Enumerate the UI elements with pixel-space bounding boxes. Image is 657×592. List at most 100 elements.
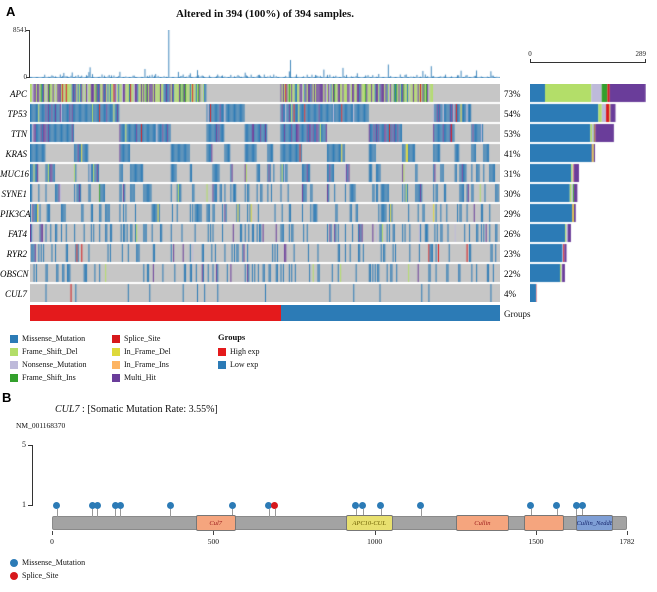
gene-label: MUC16 bbox=[0, 169, 29, 179]
count-axis-max-label: 289 bbox=[635, 50, 647, 58]
x-axis-tick bbox=[213, 531, 215, 535]
lollipop-stem bbox=[530, 509, 532, 517]
gene-labels: APC TP53 TTN KRAS MUC16 SYNE1 PIK3CA FAT4 RYR2 OB… bbox=[0, 84, 31, 304]
gene-percent-label: 41% bbox=[504, 149, 521, 159]
lollipop-missense-dot bbox=[572, 502, 580, 509]
gene-label: TP53 bbox=[7, 109, 27, 119]
protein-domain-apc10-cul: APC10-CUL bbox=[345, 515, 393, 531]
legend-swatch-icon bbox=[10, 558, 18, 567]
gene-label: FAT4 bbox=[7, 229, 27, 239]
x-axis-tick bbox=[627, 531, 628, 535]
lollipop-stem bbox=[380, 509, 382, 517]
protein-domain-cullin-nedd8: Cullin_Nedd8 bbox=[576, 515, 614, 531]
groups-track-label: Groups bbox=[504, 309, 531, 319]
groups-legend-column: Groups High exp Low exp bbox=[218, 332, 260, 371]
lollipop-stem bbox=[355, 509, 357, 517]
legend-swatch-icon bbox=[218, 360, 226, 369]
x-axis-tick bbox=[374, 531, 376, 535]
lollipop-y-axis-tick bbox=[28, 505, 32, 506]
legend-swatch-icon bbox=[10, 373, 18, 382]
lollipop-stem bbox=[92, 509, 93, 517]
legend-label: Frame_Shift_Del bbox=[22, 347, 78, 356]
gene-percent-labels: 73% 54% 53% 41% 31% 30% 29% 26% 23% 22% 4% bbox=[504, 84, 530, 304]
count-axis-line bbox=[530, 62, 646, 63]
lollipop-missense-dot bbox=[377, 502, 385, 509]
legend-swatch-icon bbox=[112, 373, 120, 382]
gene-percent-label: 31% bbox=[504, 169, 521, 179]
mutation-legend-column-2: Splice_Site In_Frame_Del In_Frame_Ins Multi… bbox=[112, 332, 171, 384]
legend-item: Nonsense_Mutation bbox=[10, 358, 86, 371]
lollipop-stem bbox=[97, 509, 99, 517]
tmb-barplot bbox=[30, 30, 500, 78]
legend-label: Missense_Mutation bbox=[22, 558, 86, 567]
lollipop-stem bbox=[362, 509, 364, 517]
lollipop-stem bbox=[115, 509, 117, 517]
legend-swatch-icon bbox=[112, 347, 120, 356]
tmb-axis-line bbox=[29, 30, 30, 78]
lollipop-missense-dot bbox=[527, 502, 535, 509]
gene-percent-label: 54% bbox=[504, 109, 521, 119]
gene-percent-label: 29% bbox=[504, 209, 521, 219]
x-axis-tick bbox=[52, 531, 53, 535]
protein-domain-cul7: Cul7 bbox=[195, 515, 236, 531]
count-axis-tick bbox=[530, 59, 531, 62]
gene-count-barplot bbox=[530, 84, 646, 302]
lollipop-splice-site-dot bbox=[271, 502, 279, 509]
tmb-axis-tick bbox=[26, 30, 30, 31]
x-axis-tick bbox=[536, 531, 537, 535]
legend-item: Missense_Mutation bbox=[10, 332, 86, 345]
groups-annotation-track bbox=[30, 305, 500, 321]
legend-swatch-icon bbox=[10, 334, 18, 343]
lollipop-missense-dot bbox=[166, 502, 174, 509]
lollipop-stem bbox=[556, 509, 558, 517]
lollipop-stem bbox=[576, 509, 578, 517]
lollipop-stem bbox=[420, 509, 422, 517]
legend-item: Multi_Hit bbox=[112, 371, 171, 384]
lollipop-gene-name: CUL7 bbox=[55, 404, 80, 415]
legend-swatch-icon bbox=[10, 571, 18, 580]
legend-swatch-icon bbox=[10, 360, 18, 369]
lollipop-missense-dot bbox=[93, 502, 101, 509]
lollipop-missense-dot bbox=[111, 502, 119, 509]
group-segment-high-exp bbox=[30, 305, 281, 321]
legend-label: Missense_Mutation bbox=[22, 334, 86, 343]
lollipop-legend: Missense_Mutation Splice_Site bbox=[10, 556, 85, 582]
legend-label: Splice_Site bbox=[22, 571, 59, 580]
gene-label: TTN bbox=[10, 129, 27, 139]
lollipop-stem bbox=[582, 509, 584, 517]
protein-domain-cullin: Cullin bbox=[455, 515, 509, 531]
lollipop-title-rest: : [Somatic Mutation Rate: 3.55%] bbox=[79, 404, 218, 415]
gene-percent-label: 22% bbox=[504, 269, 521, 279]
oncoplot-title: Altered in 394 (100%) of 394 samples. bbox=[176, 8, 354, 20]
gene-label: KRAS bbox=[5, 149, 28, 159]
panel-b-label: B bbox=[2, 390, 12, 405]
legend-label: Nonsense_Mutation bbox=[22, 360, 87, 369]
mutation-legend-column-1: Missense_Mutation Frame_Shift_Del Nonsense… bbox=[10, 332, 86, 384]
gene-label: RYR2 bbox=[6, 249, 27, 259]
gene-label: APC bbox=[10, 89, 27, 99]
tmb-axis-min-label: 0 bbox=[4, 73, 28, 81]
lollipop-missense-dot bbox=[265, 502, 272, 509]
legend-label: Splice_Site bbox=[124, 334, 161, 343]
x-axis-tick-label: 0 bbox=[50, 537, 54, 546]
gene-percent-label: 30% bbox=[504, 189, 521, 199]
legend-label: In_Frame_Ins bbox=[124, 360, 169, 369]
tmb-axis-tick bbox=[26, 77, 30, 78]
x-axis-tick-label: 1500 bbox=[528, 537, 544, 546]
panel-a-label: A bbox=[6, 4, 16, 19]
legend-label: Low exp bbox=[230, 360, 259, 369]
gene-label: CUL7 bbox=[4, 289, 27, 299]
groups-legend-header: Groups bbox=[218, 332, 246, 342]
legend-label: Frame_Shift_Ins bbox=[22, 373, 76, 382]
legend-swatch-icon bbox=[112, 360, 120, 369]
gene-percent-label: 23% bbox=[504, 249, 521, 259]
legend-item: Low exp bbox=[218, 358, 260, 371]
tmb-axis-max-label: 8541 bbox=[13, 26, 27, 34]
lollipop-y-min-label: 1 bbox=[22, 500, 26, 509]
x-axis-tick-label: 1000 bbox=[367, 537, 383, 546]
legend-label: High exp bbox=[230, 347, 260, 356]
protein-domain bbox=[524, 515, 565, 531]
gene-label: SYNE1 bbox=[1, 189, 27, 199]
gene-percent-label: 4% bbox=[504, 289, 516, 299]
